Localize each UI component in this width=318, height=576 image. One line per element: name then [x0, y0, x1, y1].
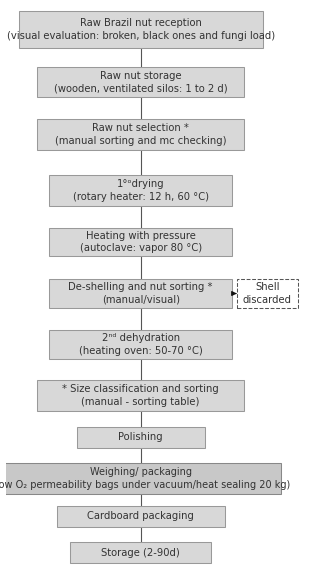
FancyBboxPatch shape: [49, 330, 232, 359]
FancyBboxPatch shape: [49, 279, 232, 308]
Text: Heating with pressure
(autoclave: vapor 80 °C): Heating with pressure (autoclave: vapor …: [80, 231, 202, 253]
Text: Storage (2-90d): Storage (2-90d): [101, 548, 180, 558]
Text: Shell
discarded: Shell discarded: [243, 282, 292, 305]
FancyBboxPatch shape: [49, 228, 232, 256]
Text: Polishing: Polishing: [118, 433, 163, 442]
FancyBboxPatch shape: [57, 506, 225, 526]
FancyBboxPatch shape: [237, 279, 298, 308]
FancyBboxPatch shape: [71, 543, 211, 563]
FancyBboxPatch shape: [49, 175, 232, 206]
Text: Raw nut storage
(wooden, ventilated silos: 1 to 2 d): Raw nut storage (wooden, ventilated silo…: [54, 71, 227, 93]
FancyBboxPatch shape: [37, 119, 245, 150]
Text: Raw nut selection *
(manual sorting and mc checking): Raw nut selection * (manual sorting and …: [55, 123, 226, 146]
Text: Raw Brazil nut reception
(visual evaluation: broken, black ones and fungi load): Raw Brazil nut reception (visual evaluat…: [7, 18, 275, 40]
FancyBboxPatch shape: [37, 380, 245, 411]
Text: * Size classification and sorting
(manual - sorting table): * Size classification and sorting (manua…: [62, 384, 219, 407]
FancyBboxPatch shape: [37, 67, 245, 97]
FancyBboxPatch shape: [77, 427, 205, 448]
FancyBboxPatch shape: [0, 463, 281, 494]
FancyBboxPatch shape: [18, 11, 263, 48]
Text: De-shelling and nut sorting *
(manual/visual): De-shelling and nut sorting * (manual/vi…: [68, 282, 213, 305]
Text: Cardboard packaging: Cardboard packaging: [87, 511, 194, 521]
Text: 1°ᵒdrying
(rotary heater: 12 h, 60 °C): 1°ᵒdrying (rotary heater: 12 h, 60 °C): [73, 179, 209, 202]
Text: 2ⁿᵈ dehydration
(heating oven: 50-70 °C): 2ⁿᵈ dehydration (heating oven: 50-70 °C): [79, 334, 203, 355]
Text: Weighing/ packaging
(low O₂ permeability bags under vacuum/heat sealing 20 kg): Weighing/ packaging (low O₂ permeability…: [0, 467, 290, 490]
